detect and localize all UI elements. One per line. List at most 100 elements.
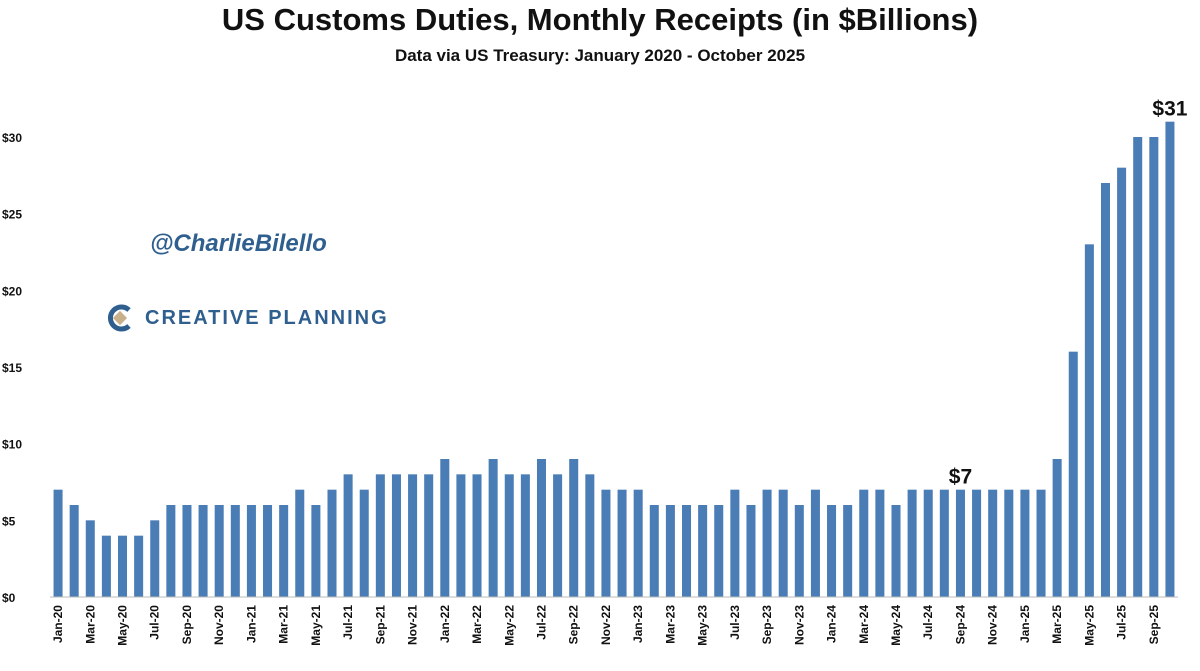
bar [633, 489, 643, 597]
bar [198, 505, 208, 597]
author-handle: @CharlieBilello [150, 230, 327, 257]
bar [891, 505, 901, 597]
x-tick-label: Sep-24 [953, 605, 967, 645]
bar [569, 459, 579, 597]
bar [778, 489, 788, 597]
bar [1133, 137, 1143, 597]
bar [859, 489, 869, 597]
bar [682, 505, 692, 597]
x-tick-label: Sep-22 [567, 605, 581, 645]
x-tick-label: Mar-25 [1050, 605, 1064, 644]
bar [649, 505, 659, 597]
y-tick-label: $5 [2, 514, 16, 528]
bar [827, 505, 837, 597]
bar [327, 489, 337, 597]
x-tick-label: Jul-23 [728, 605, 742, 640]
bar [698, 505, 708, 597]
bar [1100, 183, 1110, 597]
bar [665, 505, 675, 597]
bar [279, 505, 289, 597]
annotations: $7 $31 [949, 98, 1188, 489]
bar [311, 505, 321, 597]
bar [166, 505, 176, 597]
x-tick-label: Jul-22 [534, 605, 548, 640]
x-tick-label: Sep-20 [180, 605, 194, 645]
x-tick-label: Mar-23 [663, 605, 677, 644]
bar [391, 474, 401, 597]
bar [617, 489, 627, 597]
bar [1165, 121, 1175, 598]
bar [907, 489, 917, 597]
x-tick-label: Nov-21 [406, 605, 420, 645]
x-tick-label: Mar-22 [470, 605, 484, 644]
bar [150, 520, 160, 597]
bar [988, 489, 998, 597]
bar [1149, 137, 1159, 597]
x-tick-label: Nov-24 [986, 605, 1000, 645]
x-tick-label: May-23 [696, 605, 710, 646]
x-tick-label: Jan-24 [825, 605, 839, 643]
x-axis: Jan-20 Mar-20 May-20 Jul-20 Sep-20 Nov-20 Jan-… [51, 605, 1161, 646]
creative-planning-logo: CREATIVE PLANNING [105, 300, 389, 336]
x-tick-label: Mar-24 [857, 605, 871, 644]
bar [53, 489, 63, 597]
y-tick-label: $15 [2, 361, 22, 375]
bar [875, 489, 885, 597]
x-tick-label: Jan-23 [631, 605, 645, 643]
y-tick-label: $10 [2, 438, 22, 452]
x-tick-label: Nov-23 [792, 605, 806, 645]
bar [553, 474, 563, 597]
x-tick-label: Jul-25 [1115, 605, 1129, 640]
bar [295, 489, 305, 597]
x-tick-label: May-21 [309, 605, 323, 646]
x-tick-label: May-22 [502, 605, 516, 646]
bar [520, 474, 530, 597]
bar [1036, 489, 1046, 597]
bar [359, 489, 369, 597]
y-tick-label: $30 [2, 131, 22, 145]
x-tick-label: Sep-25 [1147, 605, 1161, 645]
bar [923, 489, 933, 597]
bar [730, 489, 740, 597]
creative-planning-c-icon [108, 304, 131, 332]
bar [214, 505, 224, 597]
bar [182, 505, 192, 597]
bar [134, 535, 144, 597]
bar [1004, 489, 1014, 597]
x-tick-label: Jul-21 [341, 605, 355, 640]
bar [118, 535, 128, 597]
bar [1084, 244, 1094, 597]
bar [1052, 459, 1062, 597]
bar [424, 474, 434, 597]
bar [1020, 489, 1030, 597]
x-tick-label: Jul-24 [921, 605, 935, 640]
x-tick-label: Jan-22 [438, 605, 452, 643]
bar [939, 489, 949, 597]
chart-subtitle: Data via US Treasury: January 2020 - Oct… [394, 46, 806, 65]
data-label: $7 [949, 466, 972, 489]
bar [69, 505, 79, 597]
chart-title: US Customs Duties, Monthly Receipts (in … [221, 2, 979, 37]
bar [810, 489, 820, 597]
bar [746, 505, 756, 597]
x-tick-label: May-20 [116, 605, 130, 646]
bar [408, 474, 418, 597]
x-tick-label: Nov-20 [212, 605, 226, 645]
x-tick-label: Mar-21 [277, 605, 291, 644]
bar [955, 489, 965, 597]
bar [343, 474, 353, 597]
x-tick-label: Jul-20 [148, 605, 162, 640]
bar [585, 474, 595, 597]
bar [536, 459, 546, 597]
bar [456, 474, 466, 597]
x-tick-label: Jan-25 [1018, 605, 1032, 643]
logo-text: CREATIVE PLANNING [145, 306, 389, 329]
x-tick-label: Mar-20 [83, 605, 97, 644]
x-tick-label: May-25 [1082, 605, 1096, 646]
bar [762, 489, 772, 597]
bar [488, 459, 498, 597]
bar [472, 474, 482, 597]
bar [85, 520, 95, 597]
bar [246, 505, 256, 597]
